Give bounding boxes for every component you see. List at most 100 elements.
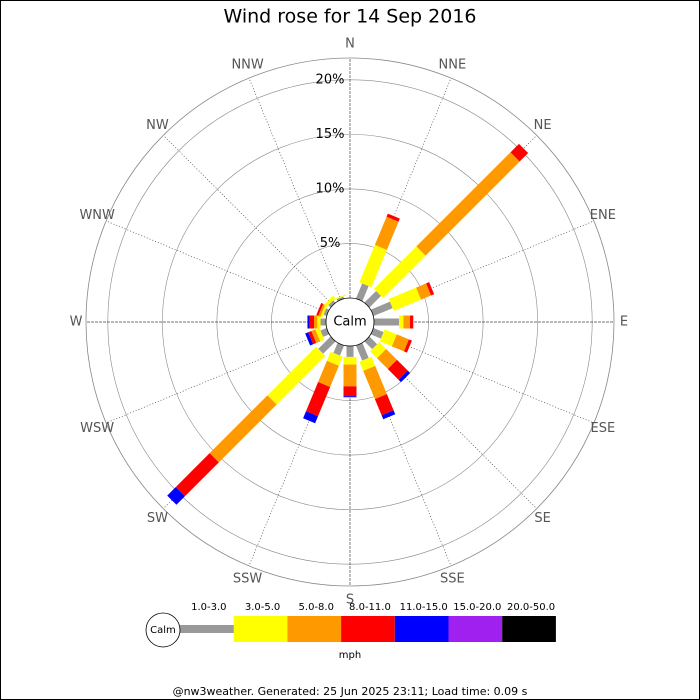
- direction-label: WSW: [80, 421, 114, 436]
- bar-segment: [403, 315, 410, 329]
- bar-segment: [398, 370, 411, 383]
- bar-segment: [175, 453, 219, 497]
- bar-segment: [343, 396, 357, 398]
- direction-label: E: [620, 315, 628, 330]
- direction-label: SE: [534, 511, 550, 526]
- legend-label: 3.0-5.0: [245, 602, 280, 613]
- bar-segment: [314, 315, 318, 329]
- direction-label: ESE: [590, 421, 615, 436]
- direction-label: NNE: [439, 58, 467, 73]
- legend-swatch: [180, 625, 236, 633]
- direction-label: NW: [146, 118, 169, 133]
- bar-segment: [343, 356, 357, 365]
- direction-label: ENE: [590, 208, 616, 223]
- legend-swatch: [287, 616, 342, 642]
- r-tick-label: 10%: [316, 181, 345, 196]
- direction-bar: [305, 327, 330, 346]
- bar-segment: [364, 290, 382, 308]
- legend-swatch: [233, 616, 288, 642]
- direction-bar: [323, 295, 336, 308]
- bar-segment: [318, 336, 336, 354]
- spoke: [105, 330, 328, 424]
- legend-swatch: [341, 616, 395, 642]
- bar-segment: [209, 395, 277, 463]
- bar-segment: [386, 213, 400, 222]
- direction-bar: [374, 315, 414, 329]
- legend-label: 1.0-3.0: [191, 602, 226, 613]
- bar-segment: [370, 301, 393, 317]
- bar-segment: [305, 332, 314, 346]
- bar-segment: [326, 351, 343, 366]
- spoke: [248, 77, 342, 300]
- bar-segment: [363, 365, 387, 400]
- bar-segment: [426, 282, 435, 296]
- direction-bar: [167, 336, 336, 505]
- bar-segment: [373, 246, 426, 299]
- direction-label: S: [346, 593, 354, 608]
- bar-segment: [381, 410, 396, 420]
- direction-label: N: [345, 37, 355, 52]
- bar-segment: [307, 315, 310, 329]
- bar-segment: [355, 283, 369, 302]
- r-tick-label: 5%: [320, 236, 341, 251]
- r-tick-label: 20%: [316, 72, 345, 87]
- bar-segment: [323, 295, 336, 308]
- direction-bar: [343, 346, 357, 398]
- legend-label: 11.0-15.0: [400, 602, 448, 613]
- direction-label: NE: [534, 118, 552, 133]
- direction-label: NNW: [231, 58, 263, 73]
- bar-segment: [387, 359, 408, 380]
- direction-bar: [307, 315, 326, 329]
- direction-bar: [316, 303, 330, 318]
- bar-segment: [388, 287, 422, 311]
- chart-title: Wind rose for 14 Sep 2016: [223, 6, 476, 28]
- calm-circle: [325, 297, 375, 347]
- calm-label: Calm: [333, 315, 366, 330]
- bar-segment: [167, 487, 185, 505]
- footer: @nw3weather. Generated: 25 Jun 2025 23:1…: [173, 685, 528, 698]
- bar-segment: [306, 382, 331, 417]
- bar-segment: [311, 329, 321, 344]
- bar-segment: [370, 327, 384, 339]
- direction-label: SW: [147, 511, 168, 526]
- outer-ring: [85, 57, 615, 587]
- legend-swatch: [448, 616, 503, 642]
- direction-bar: [303, 342, 345, 424]
- spoke: [105, 220, 328, 314]
- bar-segment: [323, 308, 330, 317]
- legend-swatch: [502, 616, 556, 642]
- bar-segment: [359, 244, 387, 288]
- direction-bar: [364, 336, 411, 383]
- direction-label: SSE: [440, 571, 465, 586]
- direction-bar: [355, 213, 400, 302]
- bar-segment: [359, 356, 376, 371]
- bar-segment: [320, 327, 330, 337]
- bar-segment: [328, 300, 336, 308]
- bar-segment: [316, 303, 324, 316]
- bar-segment: [374, 216, 399, 250]
- bar-segment: [343, 364, 357, 387]
- bar-segment: [370, 342, 387, 359]
- bar-segment: [510, 143, 529, 162]
- bar-segment: [374, 394, 394, 416]
- grid-ring: [162, 134, 538, 510]
- bar-segment: [355, 342, 369, 361]
- bar-segment: [320, 304, 328, 318]
- bar-segment: [377, 349, 398, 370]
- direction-bar: [370, 327, 412, 353]
- bar-segment: [416, 283, 432, 300]
- bar-segment: [379, 329, 397, 347]
- bar-segment: [346, 346, 354, 357]
- direction-label: WNW: [79, 208, 115, 223]
- bar-segment: [333, 294, 346, 301]
- bar-segment: [267, 346, 326, 405]
- direction-label: SSW: [233, 571, 263, 586]
- bar-segment: [318, 360, 339, 387]
- direction-label: W: [70, 315, 83, 330]
- bar-segment: [391, 334, 409, 352]
- bar-segment: [410, 315, 414, 329]
- legend-calm-label: Calm: [150, 625, 176, 636]
- bar-segment: [308, 331, 317, 345]
- bar-segment: [416, 152, 520, 256]
